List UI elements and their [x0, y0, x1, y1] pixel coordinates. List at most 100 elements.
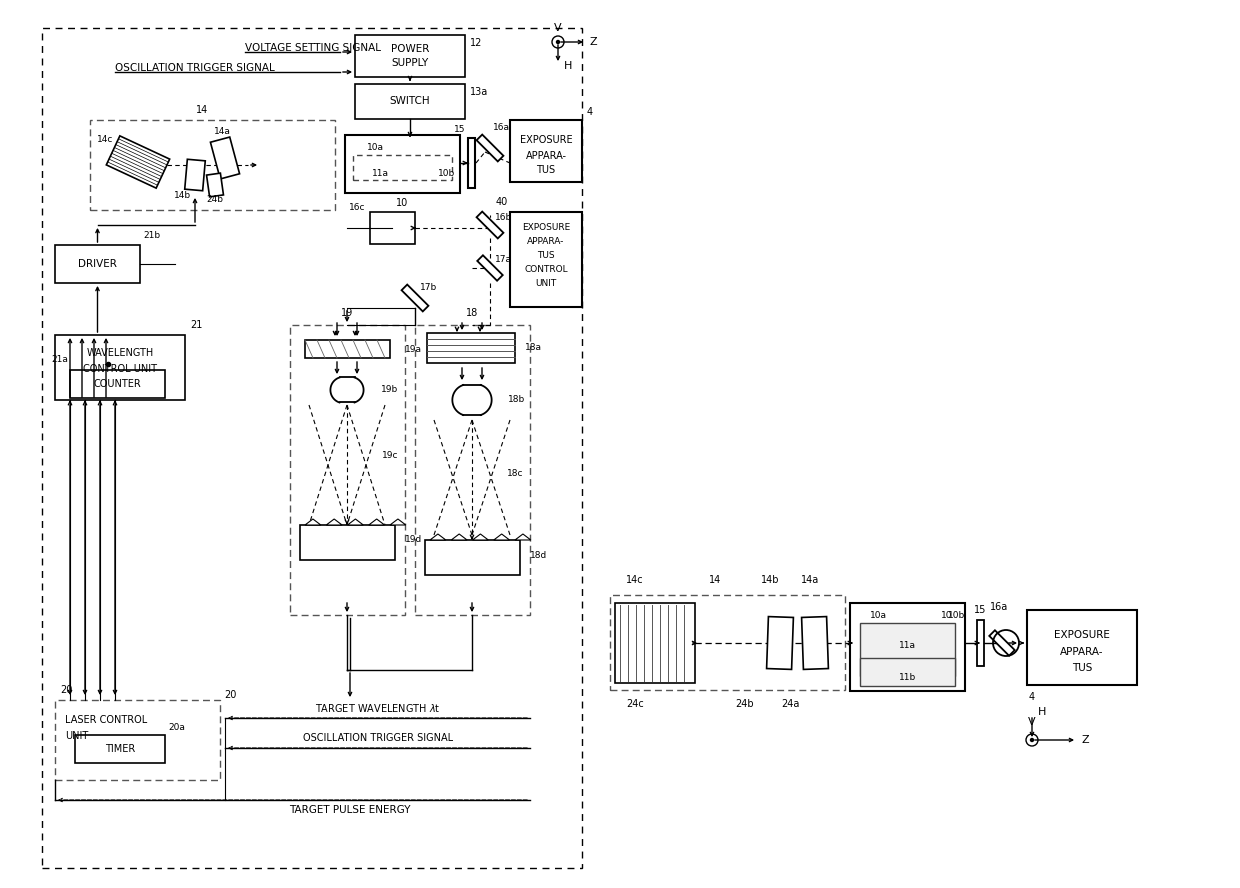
- Polygon shape: [391, 519, 405, 525]
- Text: 24c: 24c: [626, 699, 644, 709]
- Text: 14: 14: [709, 575, 722, 585]
- Text: 14a: 14a: [801, 575, 820, 585]
- Text: 18d: 18d: [529, 551, 547, 559]
- Bar: [300, 525, 396, 560]
- Text: TIMER: TIMER: [105, 744, 135, 754]
- Text: TUS: TUS: [1071, 663, 1092, 673]
- Text: 15: 15: [973, 605, 986, 615]
- Polygon shape: [207, 173, 223, 197]
- Text: H: H: [1038, 707, 1047, 717]
- Text: 21a: 21a: [51, 355, 68, 364]
- Text: 17b: 17b: [420, 283, 438, 292]
- Text: EXPOSURE: EXPOSURE: [522, 223, 570, 232]
- Bar: [427, 333, 515, 363]
- Bar: [69, 370, 165, 398]
- Text: 11a: 11a: [899, 640, 916, 649]
- Bar: [861, 658, 955, 686]
- Polygon shape: [494, 534, 510, 540]
- Text: 19b: 19b: [382, 385, 398, 394]
- Bar: [353, 155, 453, 180]
- Bar: [355, 84, 465, 119]
- Bar: [415, 325, 529, 615]
- Text: 20: 20: [60, 685, 72, 695]
- Bar: [615, 603, 694, 683]
- Text: COUNTER: COUNTER: [94, 379, 141, 389]
- Text: VOLTAGE SETTING SIGNAL: VOLTAGE SETTING SIGNAL: [246, 43, 381, 53]
- Text: 10: 10: [941, 611, 952, 620]
- Polygon shape: [326, 519, 342, 525]
- Text: 24b: 24b: [735, 699, 754, 709]
- Bar: [345, 135, 460, 193]
- Text: 16b: 16b: [495, 213, 512, 223]
- Circle shape: [1030, 739, 1033, 741]
- Bar: [355, 35, 465, 77]
- Text: 14: 14: [196, 105, 208, 115]
- Text: 16a: 16a: [494, 123, 510, 132]
- Text: TUS: TUS: [537, 250, 554, 259]
- Polygon shape: [430, 534, 446, 540]
- Text: 13a: 13a: [470, 87, 489, 97]
- Polygon shape: [347, 519, 363, 525]
- Text: 19d: 19d: [405, 535, 423, 544]
- Circle shape: [557, 41, 559, 44]
- Bar: [425, 540, 520, 575]
- Polygon shape: [476, 211, 503, 239]
- Text: TUS: TUS: [537, 165, 556, 175]
- Text: CONTROL UNIT: CONTROL UNIT: [83, 364, 157, 374]
- Text: 12: 12: [470, 38, 482, 48]
- Bar: [91, 120, 335, 210]
- Text: 4: 4: [587, 107, 593, 117]
- Text: UNIT: UNIT: [536, 279, 557, 288]
- Text: 4: 4: [1029, 692, 1035, 702]
- Text: 21: 21: [190, 320, 202, 330]
- Bar: [510, 120, 582, 182]
- Text: 20a: 20a: [167, 723, 185, 732]
- Text: 10a: 10a: [869, 611, 887, 620]
- Text: 21b: 21b: [143, 231, 160, 240]
- Bar: [849, 603, 965, 691]
- Text: 11a: 11a: [372, 169, 388, 178]
- Polygon shape: [476, 135, 503, 162]
- Text: 11b: 11b: [899, 673, 916, 683]
- Text: 20: 20: [223, 690, 236, 700]
- Polygon shape: [451, 534, 467, 540]
- Polygon shape: [402, 284, 429, 312]
- Text: 14b: 14b: [761, 575, 779, 585]
- Bar: [1027, 610, 1137, 685]
- Bar: [42, 28, 582, 868]
- Text: APPARA-: APPARA-: [1060, 647, 1104, 657]
- Text: 19c: 19c: [382, 450, 398, 459]
- Text: LASER CONTROL: LASER CONTROL: [64, 715, 148, 725]
- Text: 10a: 10a: [367, 142, 383, 152]
- Text: 14a: 14a: [213, 128, 231, 137]
- Bar: [977, 620, 985, 666]
- Text: 24b: 24b: [207, 195, 223, 204]
- Text: Z: Z: [1081, 735, 1089, 745]
- Text: 19a: 19a: [405, 345, 422, 353]
- Bar: [55, 245, 140, 283]
- Polygon shape: [515, 534, 531, 540]
- Text: 18a: 18a: [525, 343, 542, 352]
- Text: 18: 18: [466, 308, 479, 318]
- Bar: [610, 595, 844, 690]
- Text: OSCILLATION TRIGGER SIGNAL: OSCILLATION TRIGGER SIGNAL: [303, 733, 453, 743]
- Text: 18c: 18c: [507, 469, 523, 478]
- Text: APPARA-: APPARA-: [527, 236, 564, 245]
- Text: EXPOSURE: EXPOSURE: [520, 135, 573, 145]
- Text: WAVELENGTH: WAVELENGTH: [87, 348, 154, 358]
- Polygon shape: [305, 519, 321, 525]
- Bar: [467, 138, 475, 188]
- Text: CONTROL: CONTROL: [525, 265, 568, 274]
- Bar: [370, 212, 415, 244]
- Text: 10b: 10b: [949, 611, 966, 620]
- Text: TARGET WAVELENGTH $\lambda$t: TARGET WAVELENGTH $\lambda$t: [315, 702, 440, 714]
- Text: 15: 15: [454, 125, 465, 134]
- Text: H: H: [564, 61, 572, 71]
- Text: 14c: 14c: [626, 575, 644, 585]
- Text: POWER: POWER: [391, 44, 429, 54]
- Text: 17a: 17a: [495, 256, 512, 265]
- Text: EXPOSURE: EXPOSURE: [1054, 630, 1110, 640]
- Polygon shape: [990, 630, 1014, 655]
- Text: V: V: [554, 23, 562, 33]
- Text: SUPPLY: SUPPLY: [392, 58, 429, 68]
